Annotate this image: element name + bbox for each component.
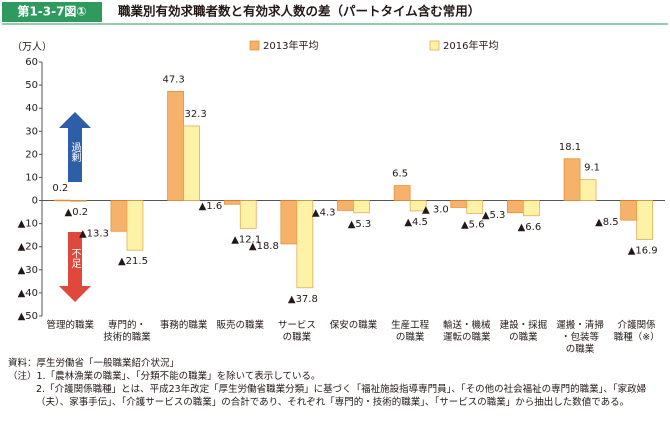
bar bbox=[53, 199, 71, 202]
legend-label: 2013年平均 bbox=[263, 39, 318, 52]
y-tick-label: 40 bbox=[25, 103, 38, 114]
x-tick-label: 介護関係 職種（※） bbox=[613, 320, 660, 343]
x-tick-label: 事務的職業 bbox=[159, 320, 208, 331]
y-tick-label: ▲50 bbox=[18, 311, 38, 322]
value-label: 32.3 bbox=[184, 109, 206, 120]
x-tick-label: 生産工程 の職業 bbox=[391, 320, 430, 343]
value-label: ▲5.3 bbox=[348, 219, 372, 230]
x-tick-label: 販売の職業 bbox=[216, 320, 264, 331]
value-label: ▲6.6 bbox=[518, 222, 542, 233]
legend-swatch bbox=[429, 40, 440, 51]
bar bbox=[280, 200, 298, 245]
surplus-label: 過剰 bbox=[69, 142, 81, 162]
bar bbox=[636, 200, 654, 240]
value-label: ▲16.9 bbox=[628, 246, 658, 257]
x-tick-label: 運搬・清掃 ・包装等 の職業 bbox=[556, 320, 604, 355]
surplus-arrow bbox=[59, 112, 91, 182]
value-label: ▲12.1 bbox=[231, 234, 261, 245]
x-tick-label: サービス の職業 bbox=[277, 320, 316, 343]
y-unit: （万人） bbox=[12, 41, 52, 53]
value-label: ▲5.6 bbox=[461, 219, 485, 230]
bar bbox=[409, 200, 427, 212]
value-label: ▲8.5 bbox=[595, 217, 619, 228]
y-tick-label: ▲10 bbox=[18, 219, 38, 230]
bar bbox=[353, 200, 370, 214]
source: 資料：厚生労働省「一般職業紹介状況」 bbox=[8, 358, 180, 369]
x-tick-label: 管理的職業 bbox=[46, 320, 95, 331]
bar bbox=[239, 200, 257, 229]
y-tick-label: ▲40 bbox=[18, 288, 38, 299]
value-label: 0.2 bbox=[52, 183, 68, 194]
y-tick-label: 10 bbox=[25, 172, 38, 183]
legend-swatch bbox=[249, 40, 260, 51]
bar bbox=[126, 200, 144, 251]
bar bbox=[296, 200, 314, 289]
bar bbox=[183, 125, 200, 201]
y-tick-label: ▲30 bbox=[18, 265, 38, 276]
bar bbox=[223, 200, 241, 205]
bar bbox=[620, 200, 638, 221]
bar bbox=[393, 185, 411, 201]
value-label: 6.5 bbox=[392, 169, 408, 180]
value-label: ▲5.3 bbox=[482, 210, 506, 221]
bar bbox=[563, 158, 581, 201]
value-label: ▲18.8 bbox=[249, 241, 279, 252]
value-label: ▲0.2 bbox=[65, 207, 89, 218]
bar bbox=[466, 200, 484, 214]
note: （注）1.「農林漁業の職業」、「分類不能の職業」を除いて表示している。 bbox=[8, 371, 321, 382]
x-tick-label: 輸送・機械 運転の職業 bbox=[443, 320, 491, 343]
y-tick-label: ▲20 bbox=[18, 242, 38, 253]
bar bbox=[450, 200, 468, 208]
bar bbox=[337, 200, 354, 211]
figure-label-box bbox=[2, 2, 102, 22]
x-tick-label: 建設・採掘 の職業 bbox=[499, 320, 548, 343]
value-label: ▲37.8 bbox=[288, 294, 318, 305]
legend-label: 2016年平均 bbox=[443, 39, 498, 52]
value-label: ▲ 3.0 bbox=[422, 204, 449, 215]
y-tick-label: 0 bbox=[32, 196, 38, 207]
y-tick-label: 20 bbox=[25, 149, 38, 160]
bar bbox=[507, 200, 524, 214]
chart-title: 職業別有効求職者数と有効求人数の差（パートタイム含む常用） bbox=[118, 4, 480, 19]
shortage-arrow bbox=[59, 232, 91, 302]
shortage-label: 不足 bbox=[69, 248, 81, 269]
value-label: ▲21.5 bbox=[118, 256, 148, 267]
bar bbox=[110, 200, 128, 232]
value-label: ▲13.3 bbox=[79, 228, 109, 239]
figure-label: 第1-3-7図① bbox=[17, 4, 86, 19]
bar bbox=[167, 90, 184, 201]
x-tick-label: 専門的・ 技術的職業 bbox=[103, 320, 151, 343]
value-label: ▲4.5 bbox=[404, 217, 428, 228]
value-label: 47.3 bbox=[162, 74, 184, 85]
value-label: 18.1 bbox=[559, 142, 581, 153]
value-label: ▲1.6 bbox=[199, 201, 223, 212]
y-tick-label: 50 bbox=[25, 80, 38, 91]
bar bbox=[69, 200, 87, 202]
y-tick-label: 60 bbox=[25, 57, 38, 68]
y-tick-label: 30 bbox=[25, 126, 38, 137]
note: 2.「介護関係職種」とは、平成23年改定「厚生労働省職業分類」に基づく「福祉施設… bbox=[36, 384, 647, 408]
value-label: 9.1 bbox=[584, 163, 600, 174]
bar bbox=[579, 179, 597, 201]
bar bbox=[523, 200, 540, 217]
x-tick-label: 保安の職業 bbox=[329, 320, 378, 331]
value-label: ▲4.3 bbox=[312, 207, 336, 218]
